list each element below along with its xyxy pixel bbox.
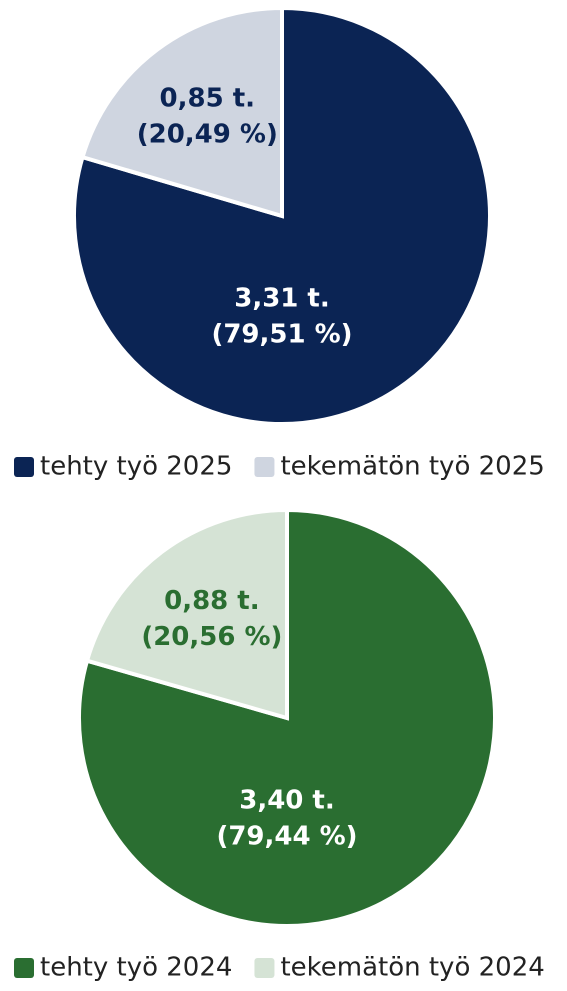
data-label: (20,56 %) — [141, 622, 282, 652]
legend-label: tehty työ 2024 — [40, 953, 232, 983]
legend-label: tehty työ 2025 — [40, 452, 232, 482]
data-label: 3,31 t. — [234, 283, 330, 313]
legend-label: tekemätön työ 2025 — [280, 452, 544, 482]
data-label: (20,49 %) — [137, 120, 278, 150]
data-label: 0,88 t. — [164, 586, 260, 616]
legend-marker — [14, 958, 34, 978]
data-label: (79,44 %) — [216, 821, 357, 851]
legend-marker — [254, 958, 275, 978]
pie-slice — [80, 5, 284, 219]
data-label: 0,85 t. — [160, 84, 256, 114]
legend-marker — [14, 457, 34, 477]
legend-label: tekemätön työ 2024 — [280, 953, 544, 983]
pie-slice — [72, 5, 492, 426]
data-label: (79,51 %) — [211, 319, 352, 349]
pie-slice — [84, 507, 289, 721]
pie-slice — [77, 507, 497, 928]
data-label: 3,40 t. — [239, 785, 335, 815]
legend-marker — [254, 457, 275, 477]
